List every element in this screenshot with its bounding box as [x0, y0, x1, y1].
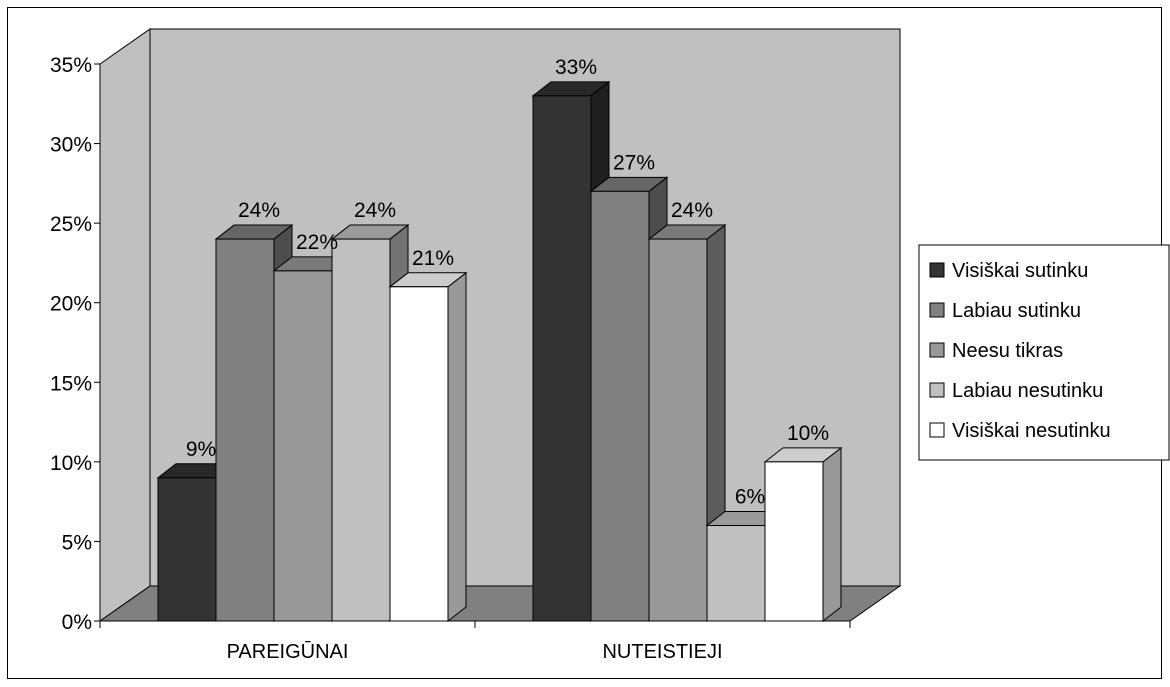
legend-item: Labiau sutinku: [929, 300, 1081, 322]
legend-item: Neesu tikras: [929, 340, 1063, 362]
legend-swatch: [929, 422, 945, 438]
y-tick-label: 15%: [50, 372, 92, 395]
y-tick-label: 20%: [50, 293, 92, 316]
legend-swatch: [929, 382, 945, 398]
legend-swatch: [929, 262, 945, 278]
legend: Visiškai sutinku Labiau sutinku Neesu tikr…: [918, 244, 1170, 461]
legend-box: [918, 244, 1170, 461]
legend-swatch: [929, 342, 945, 358]
data-label: 22%: [296, 231, 338, 254]
y-tick-label: 10%: [50, 452, 92, 475]
y-tick-label: 30%: [50, 134, 92, 157]
data-label: 10%: [787, 422, 829, 445]
data-label: 27%: [613, 151, 655, 174]
legend-item: Visiškai sutinku: [929, 260, 1088, 282]
data-label: 9%: [186, 438, 216, 461]
category-label: NUTEISTIEJI: [602, 641, 722, 663]
bars: [156, 80, 843, 623]
data-label: 21%: [412, 247, 454, 270]
bar-front: [215, 238, 275, 622]
category-label: PAREIGŪNAI: [227, 640, 349, 663]
bar-front: [157, 477, 217, 622]
legend-item: Visiškai nesutinku: [929, 420, 1111, 442]
x-axis: PAREIGŪNAI NUTEISTIEJI: [99, 620, 851, 663]
y-axis: 0% 5% 10% 15% 20% 25% 30% 35%: [50, 54, 101, 634]
bar-front: [648, 238, 708, 622]
legend-item: Labiau nesutinku: [929, 380, 1103, 402]
data-label: 24%: [354, 199, 396, 222]
data-label: 24%: [671, 199, 713, 222]
bar-side: [822, 446, 842, 623]
bar-front: [273, 270, 333, 622]
legend-label: Labiau nesutinku: [952, 380, 1103, 402]
data-labels: 9% 24% 22% 24% 21% 33% 27% 24% 6% 10%: [186, 56, 829, 509]
bar-front: [590, 190, 650, 622]
bar-front: [532, 95, 592, 622]
legend-label: Neesu tikras: [952, 340, 1063, 362]
bar: [388, 271, 468, 623]
y-tick-label: 5%: [62, 531, 92, 554]
y-tick-label: 35%: [50, 54, 92, 77]
legend-label: Labiau sutinku: [952, 300, 1081, 322]
bar-side: [447, 271, 467, 623]
bar-front: [331, 238, 391, 622]
data-label: 6%: [735, 486, 765, 509]
bar: [763, 446, 843, 623]
side-wall: [99, 28, 151, 622]
legend-label: Visiškai nesutinku: [952, 420, 1111, 442]
bar-front: [706, 525, 766, 622]
legend-swatch: [929, 302, 945, 318]
data-label: 24%: [238, 199, 280, 222]
bar-front: [764, 461, 824, 622]
y-tick-label: 25%: [50, 213, 92, 236]
bar-front: [389, 286, 449, 622]
legend-label: Visiškai sutinku: [952, 260, 1088, 282]
data-label: 33%: [555, 56, 597, 79]
y-tick-label: 0%: [62, 611, 92, 634]
